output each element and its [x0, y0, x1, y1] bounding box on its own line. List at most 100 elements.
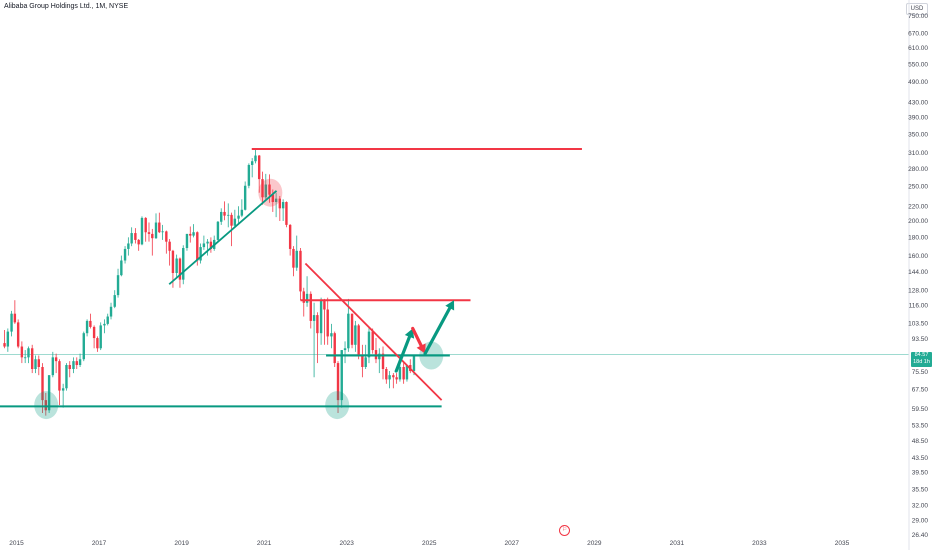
price-tick-label: 490.00 — [908, 79, 928, 86]
candle-up — [312, 302, 316, 378]
candle-up — [10, 310, 13, 337]
candle-body — [340, 350, 343, 401]
candle-down — [371, 328, 374, 354]
candle-body — [240, 209, 244, 216]
candle-down — [361, 344, 364, 378]
candle-body — [113, 295, 116, 307]
candle-down — [302, 287, 305, 317]
candle-up — [185, 233, 189, 251]
candle-up — [34, 355, 37, 374]
candle-body — [75, 361, 78, 366]
candle-body — [343, 348, 347, 351]
candle-up — [250, 158, 254, 178]
candle-up — [199, 243, 202, 264]
candle-up — [103, 319, 106, 334]
candle-body — [209, 241, 213, 249]
candle-body — [13, 313, 17, 323]
candle-body — [299, 250, 302, 292]
candle-down — [323, 298, 326, 345]
price-tick-label: 128.00 — [908, 287, 928, 294]
candle-up — [123, 246, 127, 264]
candle-down — [395, 373, 398, 384]
candle-down — [3, 330, 6, 349]
price-tick-label: 430.00 — [908, 99, 928, 106]
trend-line — [304, 262, 443, 401]
price-axis: 750.00 670.00 610.00 550.00 490.00 430.00 390.… — [908, 0, 928, 550]
price-tick-label: 59.50 — [912, 406, 929, 413]
candle-body — [120, 260, 123, 276]
candle-up — [78, 353, 82, 367]
projection-arrow-shaft — [394, 335, 412, 373]
projection-arrow-shaft — [423, 306, 452, 356]
candle-body — [227, 214, 230, 216]
candle-body — [398, 366, 402, 380]
candle-body — [405, 365, 409, 380]
candle-body — [381, 353, 385, 369]
candle-down — [257, 155, 261, 193]
price-tick-label: 220.00 — [908, 203, 928, 210]
time-tick-label: 2031 — [670, 540, 685, 547]
candle-up — [192, 224, 195, 238]
candle-down — [16, 319, 20, 349]
candle-body — [330, 333, 333, 337]
candle-body — [41, 366, 44, 401]
candle-body — [243, 185, 247, 210]
candle-body — [165, 231, 168, 242]
candle-body — [96, 338, 99, 349]
candle-body — [168, 241, 171, 251]
price-tick-label: 200.00 — [908, 218, 928, 225]
candle-body — [364, 357, 367, 367]
candle-up — [161, 224, 164, 240]
flag-icon[interactable]: ⚐ — [559, 525, 570, 536]
candle-down — [381, 346, 385, 380]
currency-selector[interactable]: USD — [906, 3, 928, 15]
candle-body — [182, 248, 185, 280]
candle-body — [154, 222, 158, 239]
candle-body — [257, 155, 261, 180]
candle-body — [147, 232, 151, 234]
candle-up — [364, 344, 367, 369]
candle-body — [37, 359, 41, 367]
candle-body — [23, 357, 27, 359]
candle-body — [151, 233, 154, 239]
candle-body — [192, 232, 195, 236]
candle-up — [154, 213, 158, 240]
candle-down — [41, 363, 44, 413]
candle-body — [47, 375, 51, 411]
candle-up — [182, 245, 185, 285]
candle-up — [175, 254, 178, 279]
candle-body — [68, 365, 71, 369]
candle-down — [392, 373, 395, 389]
candle-down — [209, 237, 213, 253]
candle-body — [292, 248, 295, 268]
projection-arrow-head — [445, 300, 455, 311]
price-tick-label: 250.00 — [908, 184, 928, 191]
candle-body — [140, 217, 144, 245]
price-tick-label: 390.00 — [908, 115, 928, 122]
candle-down — [402, 363, 405, 384]
candle-body — [350, 313, 354, 345]
candle-body — [65, 365, 68, 389]
candle-body — [254, 155, 257, 162]
candle-body — [199, 247, 202, 261]
candle-body — [44, 400, 48, 411]
candle-body — [206, 241, 209, 244]
candle-down — [168, 239, 171, 266]
candle-up — [233, 209, 237, 227]
candle-body — [171, 250, 175, 273]
candle-up — [206, 239, 209, 256]
candle-up — [264, 173, 268, 200]
candle-up — [220, 208, 223, 225]
candle-body — [92, 326, 96, 339]
current-price-value: 84.57 — [914, 352, 929, 358]
candle-body — [185, 233, 189, 249]
candle-body — [274, 198, 278, 203]
candle-body — [51, 357, 55, 376]
candle-body — [268, 184, 271, 195]
candle-up — [240, 199, 244, 218]
candle-body — [158, 222, 161, 233]
candle-up — [113, 290, 116, 309]
candle-down — [13, 300, 17, 324]
candle-body — [347, 313, 350, 349]
